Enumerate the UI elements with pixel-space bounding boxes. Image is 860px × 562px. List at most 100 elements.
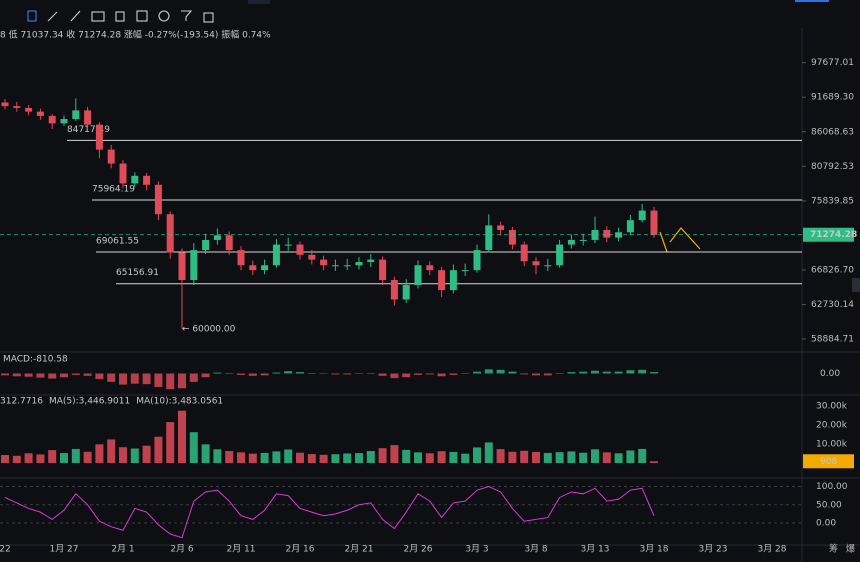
tool-icon[interactable] (136, 10, 148, 22)
macd-bar (319, 373, 328, 374)
macd-bar (71, 373, 80, 375)
x-tick-label: 2月 26 (403, 544, 432, 555)
macd-bar (12, 373, 21, 377)
macd-bar (602, 371, 611, 374)
arrow (659, 231, 668, 253)
volume-tick-label: 30.00k (816, 401, 848, 411)
candle-body (131, 175, 139, 184)
macd-tick-label: 0.00 (820, 369, 840, 379)
macd-bar (225, 373, 234, 374)
volume-bar (201, 444, 210, 463)
side-handle[interactable] (852, 278, 860, 292)
volume-bar (248, 453, 257, 463)
macd-label: MACD:-810.58 (3, 355, 68, 365)
candle-body (579, 239, 587, 241)
last-price-tag (803, 227, 854, 242)
volume-bar (591, 449, 599, 463)
volume-bar (307, 454, 316, 463)
candle-body (520, 244, 528, 262)
level-label: 75964.19 (92, 184, 135, 194)
volume-bar (1, 455, 9, 463)
volume-bar (95, 444, 104, 463)
candle-body (296, 244, 304, 255)
macd-bar (272, 372, 281, 374)
volume-bar (71, 448, 80, 463)
volume-bar (543, 452, 552, 463)
side-tab[interactable]: 筹 (829, 543, 838, 555)
candle-body (449, 270, 457, 291)
candle-body (84, 110, 92, 125)
macd-bar (95, 373, 104, 380)
volume-bar (83, 451, 92, 463)
tool-icon[interactable] (115, 11, 125, 22)
macd-bar (508, 371, 517, 374)
y-tick-label: 66826.70 (811, 265, 854, 275)
volume-bar (24, 453, 33, 463)
candle-body (13, 106, 21, 108)
volume-bar (130, 448, 139, 463)
tool-icon[interactable] (158, 10, 170, 22)
tool-icon[interactable] (91, 11, 105, 22)
candle-body (308, 254, 316, 260)
x-tick-label: 2月 16 (285, 544, 314, 555)
candle-body (95, 124, 103, 150)
volume-bar (567, 451, 576, 463)
candle-body (36, 111, 44, 116)
toolbar[interactable] (27, 10, 214, 23)
volume-bar (178, 410, 186, 463)
macd-bar (154, 373, 163, 387)
volume-bar (508, 451, 517, 463)
tool-icon[interactable] (203, 12, 214, 23)
y-tick-label: 91689.30 (811, 93, 854, 103)
volume-bar (461, 453, 470, 463)
tool-icon[interactable] (181, 10, 193, 21)
volume-bar (614, 453, 623, 463)
macd-bar (543, 373, 552, 376)
volume-bar (260, 452, 269, 463)
candle-body (213, 235, 221, 240)
macd-bar (36, 373, 45, 378)
macd-bar (107, 373, 116, 382)
candle-body (284, 244, 292, 246)
osc-tick-label: 50.00 (816, 500, 842, 510)
macd-bar (449, 373, 458, 375)
macd-bar (142, 373, 151, 385)
macd-bar (579, 371, 588, 374)
macd-bar (366, 373, 375, 374)
y-tick-label: 97677.01 (811, 58, 854, 68)
side-tab[interactable]: 爆 (846, 543, 855, 555)
candle-body (143, 175, 151, 185)
tool-icon[interactable] (70, 10, 81, 22)
x-tick-label: 3月 18 (639, 544, 668, 555)
volume-bar (378, 448, 387, 463)
macd-bar (166, 373, 175, 390)
x-tick-label: 3月 23 (698, 544, 727, 555)
volume-bar (520, 450, 529, 463)
candle-body (603, 229, 611, 238)
x-tick-label: 3月 28 (757, 544, 786, 555)
macd-bar (260, 373, 269, 376)
candle-body (402, 285, 410, 300)
macd-bar (614, 371, 623, 374)
volume-bar (12, 455, 21, 463)
candle-body (414, 265, 422, 286)
y-tick-label: 75839.85 (811, 196, 854, 206)
volume-bar (331, 454, 340, 463)
volume-bar (284, 449, 293, 463)
macd-bar (1, 373, 9, 376)
candle-body (556, 244, 564, 266)
macd-bar (390, 373, 399, 379)
volume-bar (449, 451, 458, 463)
candle-body (379, 259, 387, 281)
candle-body (567, 239, 575, 245)
tool-icon[interactable] (27, 10, 37, 22)
osc-tick-label: 0.00 (816, 519, 836, 529)
macd-bar (119, 373, 127, 385)
volume-bar (119, 447, 127, 463)
volume-tick-label: 10.00k (816, 439, 848, 449)
y-tick-label: 80792.53 (811, 162, 854, 172)
drawn-arrows (659, 227, 701, 253)
tool-icon[interactable] (47, 11, 58, 22)
